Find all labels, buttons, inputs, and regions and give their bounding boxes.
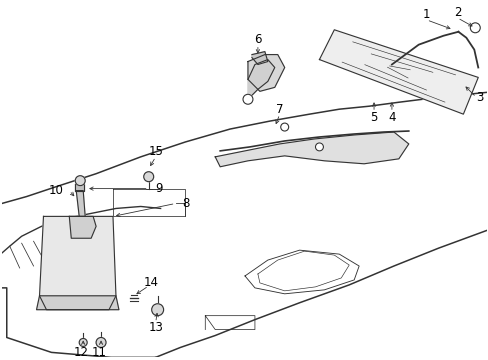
Polygon shape [251,51,267,64]
Circle shape [151,304,163,316]
Polygon shape [247,59,274,99]
Circle shape [96,337,106,347]
Text: 11: 11 [91,346,106,359]
Text: 12: 12 [74,346,88,359]
Text: 5: 5 [369,111,377,123]
Text: 1: 1 [422,8,429,21]
Polygon shape [247,55,284,91]
Circle shape [75,176,85,186]
Text: 2: 2 [453,6,460,19]
Text: 9: 9 [155,182,162,195]
Text: 6: 6 [254,33,261,46]
Polygon shape [37,296,119,310]
Text: 8: 8 [182,197,189,210]
Text: 13: 13 [148,321,163,334]
Polygon shape [215,132,408,167]
Circle shape [143,172,153,182]
Text: 3: 3 [476,91,483,104]
Text: 14: 14 [143,276,158,289]
Circle shape [280,123,288,131]
Text: 4: 4 [387,111,395,123]
Circle shape [79,338,87,346]
Polygon shape [40,216,116,310]
Text: 10: 10 [49,184,64,197]
Polygon shape [69,216,96,238]
Circle shape [315,143,323,151]
Circle shape [243,94,252,104]
Polygon shape [75,184,84,190]
Text: 15: 15 [148,145,163,158]
Text: 7: 7 [275,103,283,116]
Polygon shape [76,190,85,216]
Circle shape [469,23,479,33]
Polygon shape [319,30,477,114]
